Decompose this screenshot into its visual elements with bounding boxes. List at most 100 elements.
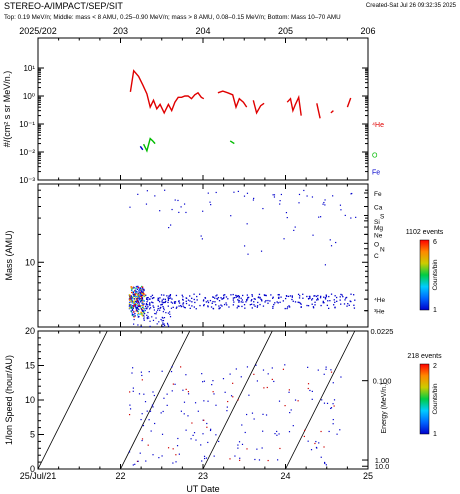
mid-point [311,303,313,305]
mid-point [134,299,136,302]
mid-point [245,299,248,301]
mid-point [226,304,228,306]
bot-point [150,430,152,432]
bot-point [227,400,229,403]
bot-point [288,391,290,393]
mid-point [347,303,349,305]
series-line-Fe [139,145,144,151]
mid-point [137,294,139,296]
mid-point [253,304,255,306]
mid-point [243,304,246,306]
bot-point [239,459,241,461]
bot-point [202,433,204,435]
mid-point [136,304,138,306]
mid-point [259,296,261,299]
mid-point [131,289,133,291]
bot-point [248,394,250,396]
mid-point [129,295,131,297]
mid-point [137,324,139,326]
mid-point [325,296,328,298]
mid-point [184,307,186,309]
bot-point [140,418,142,421]
mid-point [148,308,151,310]
bot-point [152,391,154,393]
bot-point [340,376,342,378]
mid-point [246,223,248,225]
bot-point [246,413,248,416]
mid-point [313,295,315,297]
mid-point [247,296,250,299]
bot-point [166,404,168,406]
bot-point [203,455,206,457]
series-line-O [142,137,156,153]
bot-colorbar-label: Counts/bin [432,383,439,414]
mid-point [253,197,255,200]
mid-colorbar [419,239,430,311]
bot-point [146,410,148,412]
mid-point [169,297,172,299]
mid-point [278,293,280,296]
mid-point [153,306,155,309]
mid-point [138,289,141,291]
mid-point [312,306,315,308]
mid-point [168,227,170,229]
mid-point [220,297,222,299]
bot-point [239,457,241,459]
mid-point [320,216,322,218]
top-y-tick-label: 10⁰ [23,92,35,101]
mid-point [139,313,141,315]
series-label-⁴He: ⁴He [372,122,384,129]
mid-point [306,304,308,307]
mid-point [130,306,133,309]
bot-point [222,378,225,380]
bot-point [278,400,281,402]
mid-point [149,320,151,322]
mid-point [203,304,205,306]
mid-point [128,294,131,296]
mid-point [328,295,330,298]
mid-point [143,307,145,310]
bot-point [284,405,286,407]
bot-point [209,429,212,432]
dispersion-line [285,331,356,469]
bot-y-tick-label: 0 [30,464,35,474]
mid-point [132,291,134,293]
mid-point [140,294,142,296]
mid-point [178,305,180,307]
bot-point [288,431,291,433]
mid-point [168,295,170,297]
mid-point [350,217,352,219]
mid-point [324,199,326,201]
mid-point [141,294,143,296]
mid-point [207,306,209,308]
mid-point [292,300,294,302]
species-label-Fe: Fe [374,191,382,198]
mid-point [178,300,180,303]
mid-point [210,306,213,308]
bot-point [229,458,231,460]
mid-point [174,301,177,303]
mid-point [329,300,331,302]
mid-point [181,294,183,296]
mid-point [132,293,134,295]
bot-point [148,419,150,421]
mid-point [180,304,182,307]
bot-point [229,373,231,375]
mid-point [284,307,286,310]
mid-point [187,299,190,301]
mid-point [202,210,204,212]
bot-point [171,366,173,368]
bot-point [129,404,131,406]
mid-point [351,192,353,195]
series-line-O [229,140,235,145]
mid-point [140,326,142,328]
mid-point [297,293,300,296]
mid-point [241,299,243,301]
mid-point [130,297,132,299]
mid-point [133,313,135,316]
mid-point [128,303,131,305]
mid-point [154,312,156,315]
mid-point [129,206,131,208]
mid-point [132,307,134,310]
mid-point [162,307,165,309]
